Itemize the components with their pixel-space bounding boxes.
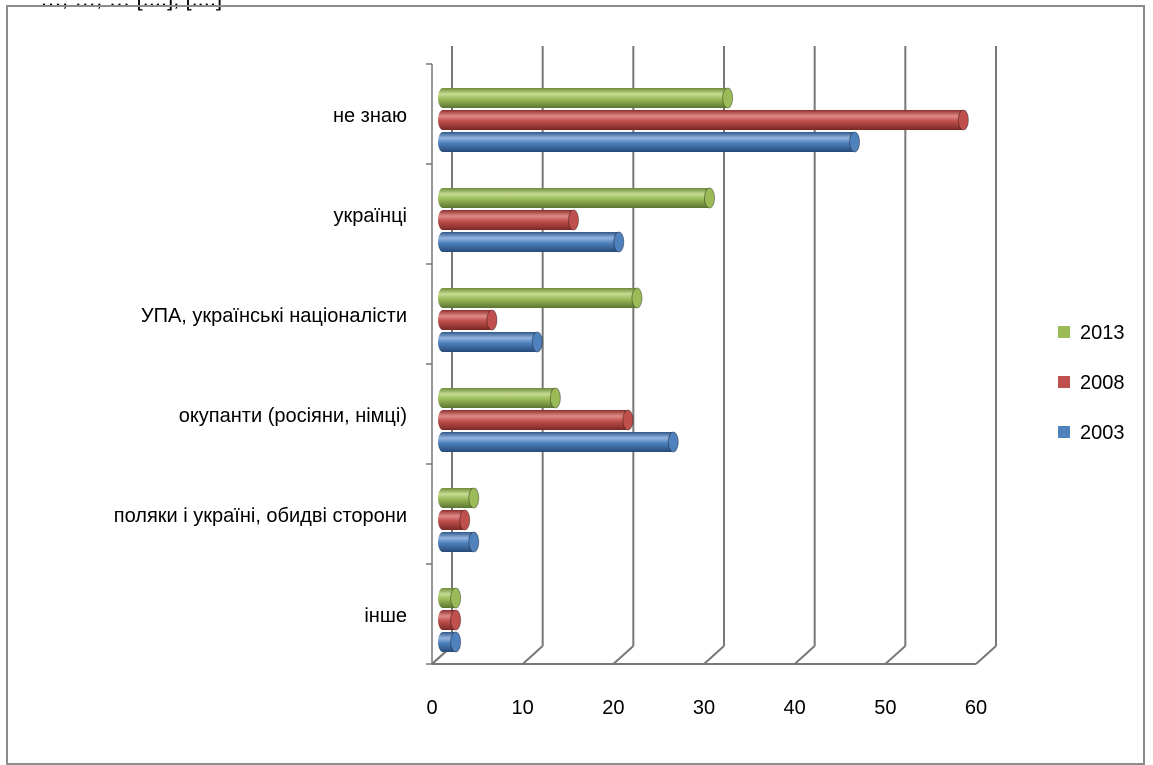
- floor-gridline: [612, 645, 635, 665]
- bar-2013-0: [438, 88, 731, 108]
- category-label: інше: [364, 605, 407, 627]
- bar-cap-2008-3: [622, 409, 634, 431]
- legend: 2013 2008 2003: [1058, 322, 1125, 444]
- x-tick-label: 20: [602, 697, 624, 719]
- bar-2013-4: [438, 488, 477, 508]
- floor-gridline: [793, 645, 816, 665]
- legend-swatch-2013: [1058, 326, 1070, 338]
- legend-swatch-2003: [1058, 426, 1070, 438]
- labels-layer: 0 10 20 30 40 50 60 не знаю українці УПА, українс…: [114, 105, 987, 719]
- floor-gridline: [703, 645, 725, 665]
- bar-cap-2008-0: [957, 109, 969, 131]
- bar-2013-2: [438, 288, 640, 308]
- bar-2013-3: [438, 388, 558, 408]
- floor-gridline: [975, 645, 997, 665]
- bar-cap-2003-0: [849, 131, 861, 153]
- x-tick-label: 60: [965, 697, 987, 719]
- bar-2008-3: [438, 410, 631, 430]
- x-tick-label: 40: [784, 697, 806, 719]
- bar-cap-2003-5: [450, 631, 462, 653]
- bar-cap-2013-5: [450, 587, 462, 609]
- category-label: окупанти (росіяни, німці): [179, 405, 407, 427]
- floor-gridline: [884, 645, 907, 665]
- bar-cap-2008-1: [568, 209, 579, 231]
- bar-2013-1: [438, 188, 712, 208]
- bar-cap-2003-4: [468, 531, 480, 553]
- x-tick-label: 30: [693, 697, 715, 719]
- legend-label-2003: 2003: [1080, 422, 1125, 444]
- bar-2003-0: [438, 132, 858, 152]
- bar-cap-2008-4: [459, 509, 471, 531]
- bar-cap-2008-5: [450, 609, 462, 631]
- legend-swatch-2008: [1058, 376, 1070, 388]
- bar-cap-2013-2: [631, 287, 643, 309]
- bars-layer: [438, 87, 969, 653]
- bar-2003-2: [438, 332, 540, 352]
- x-tick-label: 10: [512, 697, 534, 719]
- bar-cap-2008-2: [486, 309, 498, 331]
- bar-cap-2013-4: [468, 487, 480, 509]
- bar-2008-0: [438, 110, 966, 130]
- bar-cap-2003-3: [667, 431, 679, 453]
- bar-cap-2013-0: [722, 87, 734, 109]
- x-tick-label: 0: [426, 697, 437, 719]
- legend-label-2008: 2008: [1080, 372, 1125, 394]
- bar-2003-4: [438, 532, 477, 552]
- category-label: не знаю: [333, 105, 407, 127]
- category-label: українці: [334, 205, 408, 227]
- category-label: поляки і україні, обидві сторони: [114, 505, 407, 527]
- bar-cap-2003-2: [531, 331, 543, 353]
- bar-2003-1: [438, 232, 622, 252]
- bar-cap-2013-1: [704, 187, 715, 209]
- x-tick-label: 50: [874, 697, 896, 719]
- bar-cap-2003-1: [613, 231, 625, 253]
- floor-gridline: [521, 645, 544, 665]
- bar-2003-3: [438, 432, 676, 452]
- legend-label-2013: 2013: [1080, 322, 1125, 344]
- bar-2008-4: [438, 510, 468, 530]
- bar-2008-1: [438, 210, 576, 230]
- bar-cap-2013-3: [549, 387, 561, 409]
- category-label: УПА, українські націоналісти: [141, 305, 407, 327]
- bar-2008-2: [438, 310, 495, 330]
